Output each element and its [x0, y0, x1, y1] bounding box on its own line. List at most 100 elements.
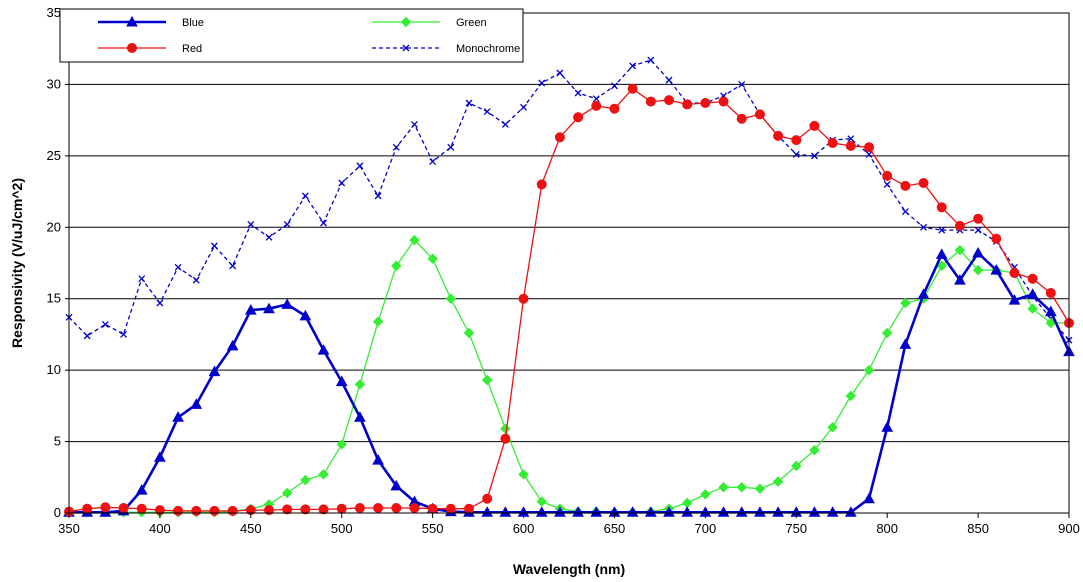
data-point-monochrome [156, 299, 164, 307]
x-marker-stroke [320, 219, 328, 227]
x-marker-stroke [901, 208, 909, 216]
y-tick-label: 5 [54, 434, 61, 449]
data-point-monochrome [610, 82, 618, 90]
legend-label-red: Red [182, 43, 202, 55]
legend-label-blue: Blue [182, 17, 204, 29]
data-point-red [209, 505, 220, 516]
data-point-blue [935, 248, 948, 259]
x-marker-stroke [156, 299, 164, 307]
data-point-blue [899, 338, 912, 349]
x-marker-stroke [665, 76, 673, 84]
data-point-green [427, 253, 438, 264]
x-marker-stroke [101, 320, 109, 328]
x-marker-stroke [883, 180, 891, 188]
x-tick-label: 500 [331, 521, 353, 536]
y-tick-label: 35 [47, 5, 61, 20]
x-marker-stroke [83, 332, 91, 340]
data-point-red [736, 113, 747, 124]
data-point-red [1045, 288, 1056, 298]
x-marker-stroke [938, 226, 946, 234]
series-line-blue [69, 251, 1071, 514]
x-tick-label: 900 [1058, 521, 1080, 536]
series-layer [63, 56, 1075, 518]
data-point-blue [390, 479, 403, 491]
data-point-blue [226, 339, 239, 351]
data-point-red [700, 98, 711, 108]
x-tick-label: 650 [604, 521, 626, 536]
data-point-blue [590, 506, 603, 517]
data-point-monochrome [501, 120, 509, 128]
data-point-monochrome [120, 330, 128, 338]
data-point-red [645, 96, 656, 107]
data-point-green [863, 364, 875, 376]
x-marker-stroke [920, 223, 928, 231]
data-point-monochrome [483, 108, 491, 116]
data-point-blue [263, 302, 275, 314]
data-point-red [809, 120, 820, 131]
data-point-monochrome [592, 95, 600, 103]
data-point-blue [917, 288, 930, 299]
data-point-red [718, 96, 729, 107]
legend-item-monochrome: Monochrome [372, 43, 520, 55]
data-point-blue [244, 304, 257, 315]
data-point-monochrome [210, 242, 218, 250]
series-line-monochrome [68, 59, 1070, 341]
data-point-monochrome [792, 150, 800, 158]
x-marker-stroke [356, 162, 364, 170]
data-point-red [791, 135, 802, 146]
x-tick-label: 850 [967, 521, 989, 536]
data-point-red [518, 293, 529, 304]
data-point-blue [954, 274, 966, 285]
data-point-red [336, 503, 347, 514]
x-marker-stroke [629, 62, 637, 70]
data-point-green [445, 293, 457, 304]
data-point-blue [572, 506, 584, 517]
x-marker-stroke [265, 233, 273, 241]
data-point-blue [372, 454, 384, 465]
data-point-green [1045, 317, 1057, 329]
data-point-red [882, 170, 893, 181]
data-point-blue [972, 246, 984, 258]
data-point-red [664, 95, 674, 106]
data-point-red [409, 503, 420, 513]
x-marker-stroke [447, 143, 455, 151]
data-point-green [972, 264, 984, 276]
data-point-red [936, 202, 947, 213]
x-marker-stroke [229, 262, 237, 270]
plot-border [68, 12, 1070, 514]
data-point-blue [990, 264, 1003, 275]
data-point-green [463, 327, 475, 339]
data-point-green [881, 327, 893, 339]
x-marker-stroke [974, 226, 982, 234]
x-marker-stroke [520, 103, 528, 111]
data-point-red [100, 502, 111, 513]
data-point-green [754, 483, 766, 494]
data-point-blue [808, 506, 821, 517]
data-point-blue [554, 506, 566, 517]
legend-label-green: Green [456, 17, 487, 29]
y-tick-label: 25 [47, 148, 61, 163]
data-point-green [700, 489, 711, 500]
y-tick-label: 20 [47, 219, 61, 234]
data-point-red [500, 433, 511, 444]
data-point-blue [826, 506, 839, 517]
data-point-blue [499, 506, 512, 517]
x-marker-stroke [738, 80, 746, 88]
data-point-red [373, 503, 384, 513]
data-point-red [554, 132, 565, 143]
x-axis-label: Wavelength (nm) [513, 561, 625, 577]
data-point-blue [1008, 294, 1021, 305]
data-point-red [191, 505, 202, 516]
data-point-blue [172, 411, 184, 422]
x-tick-label: 750 [785, 521, 807, 536]
plot-area [69, 13, 1069, 513]
data-point-monochrome [101, 320, 109, 328]
data-point-blue [644, 506, 657, 517]
x-marker-stroke [429, 158, 437, 166]
x-marker-stroke [301, 192, 309, 200]
data-point-blue [717, 506, 730, 517]
data-point-green [772, 476, 784, 487]
data-point-blue [681, 506, 694, 517]
y-tick-label: 0 [54, 505, 61, 520]
legend-marker-red [127, 43, 137, 53]
